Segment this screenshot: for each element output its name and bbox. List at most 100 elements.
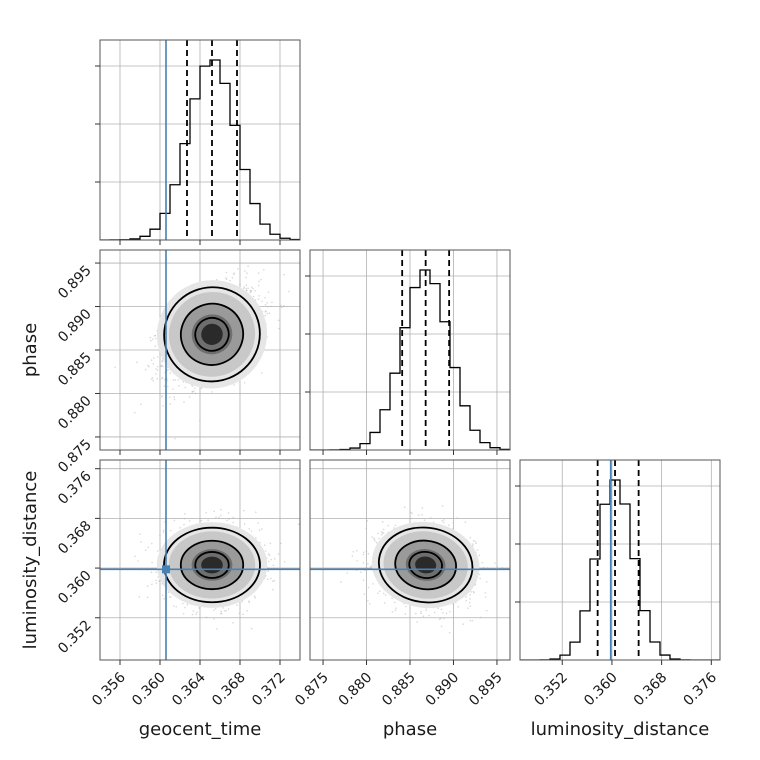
sample-point <box>470 591 473 593</box>
sample-point <box>481 561 484 564</box>
sample-point <box>179 526 181 529</box>
sample-point <box>227 608 230 610</box>
sample-point <box>254 511 257 514</box>
sample-point <box>270 558 272 561</box>
sample-point <box>352 550 355 553</box>
sample-point <box>174 437 176 440</box>
sample-point <box>191 390 194 393</box>
sample-point <box>416 621 418 623</box>
sample-point <box>183 523 185 526</box>
sample-point <box>144 368 147 371</box>
sample-point <box>475 542 477 545</box>
sample-point <box>374 539 376 542</box>
sample-point <box>382 532 385 534</box>
x-axis-label-phase: phase <box>383 719 437 740</box>
sample-point <box>246 610 248 612</box>
sample-point <box>254 290 256 292</box>
sample-point <box>261 528 263 530</box>
sample-point <box>433 611 436 614</box>
x-tick-label: 0.360 <box>129 670 169 710</box>
sample-point <box>258 529 261 531</box>
histogram-step-luminosity_distance <box>520 479 720 660</box>
sample-point <box>154 345 156 348</box>
sample-point <box>391 611 394 613</box>
sample-point <box>194 387 196 390</box>
sample-point <box>167 369 169 371</box>
sample-point <box>248 528 251 530</box>
sample-point <box>391 597 393 600</box>
sample-point <box>241 600 243 603</box>
x-tick-label: 0.360 <box>581 670 621 710</box>
sample-point <box>429 517 432 519</box>
sample-point <box>232 516 235 519</box>
sample-point <box>249 289 252 292</box>
sample-point <box>346 572 349 574</box>
sample-point <box>277 319 280 322</box>
sample-point <box>222 607 224 609</box>
sample-point <box>469 605 472 607</box>
sample-point <box>151 561 153 564</box>
sample-point <box>173 398 176 401</box>
sample-point <box>437 607 439 609</box>
sample-point <box>196 611 198 614</box>
sample-point <box>479 567 482 569</box>
sample-point <box>362 562 365 564</box>
sample-point <box>443 617 445 620</box>
sample-point <box>496 566 499 568</box>
sample-point <box>151 377 154 379</box>
sample-point <box>471 619 474 622</box>
sample-point <box>421 507 424 509</box>
sample-point <box>243 523 246 525</box>
sample-point <box>155 373 157 375</box>
sample-point <box>264 296 266 299</box>
sample-point <box>199 419 201 422</box>
sample-point <box>387 524 390 527</box>
sample-point <box>425 609 427 612</box>
sample-point <box>250 627 253 630</box>
sample-point <box>281 306 283 309</box>
sample-point <box>411 512 413 515</box>
y-tick-label: 0.890 <box>55 306 95 346</box>
sample-point <box>417 514 420 516</box>
sample-point <box>162 531 165 533</box>
sample-point <box>148 365 150 368</box>
sample-point <box>280 542 282 545</box>
sample-point <box>239 283 241 286</box>
y-tick-label: 0.360 <box>55 568 95 608</box>
sample-point <box>188 520 191 522</box>
sample-point <box>484 592 486 594</box>
sample-point <box>144 549 147 551</box>
sample-point <box>245 276 247 279</box>
sample-point <box>162 365 164 368</box>
sample-point <box>260 278 262 281</box>
sample-point <box>440 608 443 611</box>
sample-point <box>362 551 365 554</box>
sample-point <box>359 571 362 573</box>
sample-point <box>368 602 371 605</box>
sample-point <box>191 613 194 616</box>
sample-point <box>248 601 251 604</box>
sample-point <box>383 602 386 604</box>
sample-point <box>377 532 379 535</box>
sample-point <box>169 529 172 532</box>
sample-point <box>468 601 471 604</box>
sample-point <box>277 553 280 555</box>
sample-point <box>162 404 164 407</box>
sample-point <box>464 521 467 523</box>
sample-point <box>405 605 407 608</box>
sample-point <box>478 573 481 576</box>
x-axis-label-luminosity_distance: luminosity_distance <box>531 719 710 740</box>
sample-point <box>155 571 157 574</box>
sample-point <box>456 517 458 519</box>
sample-point <box>228 518 230 520</box>
sample-point <box>147 546 150 549</box>
sample-point <box>233 272 236 274</box>
sample-point <box>177 378 180 381</box>
sample-point <box>420 610 422 613</box>
sample-point <box>220 612 223 615</box>
sample-point <box>159 365 162 367</box>
sample-point <box>193 390 195 392</box>
contour-line <box>163 286 261 383</box>
sample-point <box>252 295 255 298</box>
